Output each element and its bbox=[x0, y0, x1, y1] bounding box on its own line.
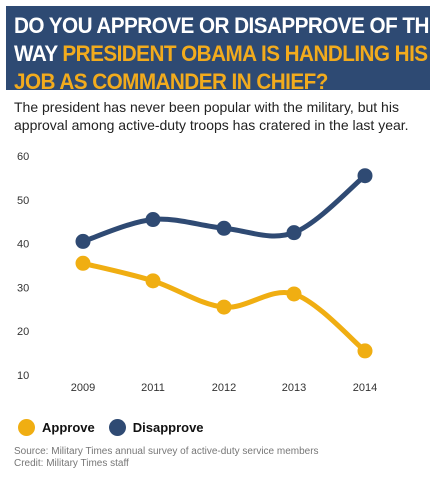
data-point-disapprove-2011 bbox=[145, 212, 161, 228]
title-line-2-plain: way bbox=[14, 41, 63, 66]
legend-label-approve: Approve bbox=[42, 419, 95, 435]
y-tick-label: 10 bbox=[17, 370, 29, 382]
data-point-approve-2011 bbox=[145, 273, 161, 289]
legend-item-disapprove: Disapprove bbox=[108, 418, 204, 436]
data-point-approve-2012 bbox=[216, 299, 232, 315]
legend-swatch-approve bbox=[18, 418, 35, 436]
legend-item-approve: Approve bbox=[18, 418, 95, 436]
series-points bbox=[75, 168, 373, 359]
chart-subtitle: The president has never been popular wit… bbox=[14, 99, 409, 133]
title-line-3: job as commander in chief? bbox=[14, 69, 328, 94]
data-point-disapprove-2013 bbox=[286, 225, 302, 241]
data-point-disapprove-2014 bbox=[357, 168, 373, 184]
chart-footer: Source: Military Times annual survey of … bbox=[14, 446, 319, 470]
data-point-approve-2009 bbox=[75, 255, 91, 271]
legend-swatch-disapprove bbox=[108, 418, 126, 436]
x-tick-label: 2011 bbox=[141, 382, 165, 394]
x-tick-label: 2012 bbox=[212, 382, 236, 394]
y-tick-label: 50 bbox=[17, 195, 29, 207]
data-point-disapprove-2009 bbox=[75, 233, 91, 249]
chart-header: Do you approve or disapprove of the way … bbox=[6, 6, 436, 94]
legend-label-disapprove: Disapprove bbox=[132, 419, 204, 435]
y-tick-label: 60 bbox=[17, 151, 29, 163]
x-tick-label: 2009 bbox=[71, 382, 95, 394]
title-highlight: President Obama is handling his bbox=[62, 41, 428, 66]
data-point-approve-2014 bbox=[357, 343, 373, 359]
credit-note: Credit: Military Times staff bbox=[14, 458, 129, 469]
data-point-disapprove-2012 bbox=[216, 220, 232, 236]
source-note: Source: Military Times annual survey of … bbox=[14, 446, 319, 457]
chart-legend: Approve Disapprove bbox=[18, 415, 218, 439]
line-chart: 60 50 40 30 20 10 2009 2011 2012 2013 2014 bbox=[17, 151, 377, 394]
x-tick-label: 2013 bbox=[282, 382, 306, 394]
x-tick-label: 2014 bbox=[353, 382, 377, 394]
y-tick-label: 40 bbox=[17, 239, 29, 251]
x-axis-ticks: 2009 2011 2012 2013 2014 bbox=[71, 382, 377, 394]
y-tick-label: 20 bbox=[17, 326, 29, 338]
series-lines bbox=[80, 173, 368, 354]
y-tick-label: 30 bbox=[17, 282, 29, 294]
title-line-1: Do you approve or disapprove of the bbox=[14, 13, 436, 38]
title-line-2: way President Obama is handling his bbox=[14, 40, 428, 68]
data-point-approve-2013 bbox=[286, 286, 302, 302]
y-axis-ticks: 60 50 40 30 20 10 bbox=[17, 151, 29, 382]
